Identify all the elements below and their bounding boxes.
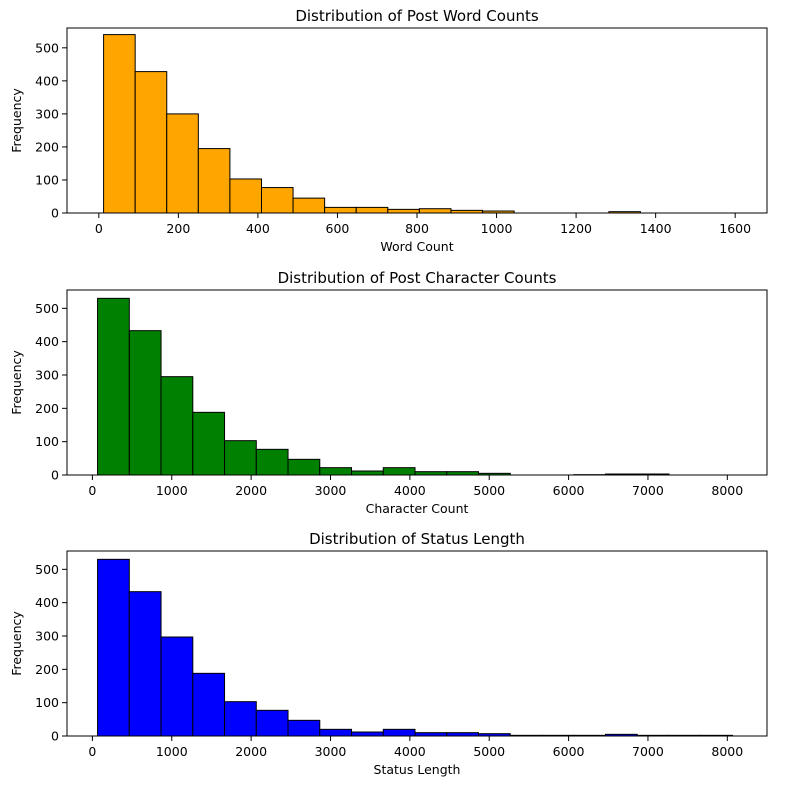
x-tick-label: 5000 [473, 483, 505, 498]
x-tick-label: 3000 [315, 483, 347, 498]
histogram-bar [287, 719, 321, 737]
y-tick-label: 300 [35, 106, 59, 121]
x-tick-label: 7000 [632, 744, 664, 759]
histogram-bar [387, 208, 420, 214]
y-tick-label: 500 [35, 40, 59, 55]
histogram-bar [192, 411, 226, 476]
chart-3: 0 1000 2000 3000 4000 5000 6000 7000 8000 0 100 200… [9, 530, 768, 777]
plot-frame [66, 289, 768, 476]
x-tick-label: 200 [166, 221, 190, 236]
chart-title: Distribution of Status Length [309, 530, 525, 548]
x-tick-label: 0 [88, 744, 96, 759]
x-tick-label: 3000 [315, 744, 347, 759]
histogram-bar [260, 187, 294, 214]
x-tick-label: 2000 [235, 744, 267, 759]
x-tick-label: 7000 [632, 483, 664, 498]
x-tick-label: 4000 [394, 744, 426, 759]
histogram-bar [292, 197, 326, 214]
y-tick-label: 400 [35, 73, 59, 88]
y-axis-label: Frequency [9, 611, 24, 676]
x-tick-label: 8000 [711, 483, 743, 498]
x-tick-label: 1200 [560, 221, 592, 236]
y-tick-label: 500 [35, 301, 59, 316]
x-tick-label: 1400 [640, 221, 672, 236]
x-tick-label: 2000 [235, 483, 267, 498]
y-tick-label: 100 [35, 695, 59, 710]
histogram-bar [255, 448, 289, 476]
y-tick-label: 0 [51, 206, 59, 221]
x-tick-label: 1600 [719, 221, 751, 236]
histogram-bar [128, 591, 162, 737]
x-tick-label: 8000 [711, 744, 743, 759]
histogram-bar [97, 297, 130, 476]
chart-title: Distribution of Post Word Counts [295, 7, 539, 25]
x-tick-label: 800 [405, 221, 429, 236]
histogram-bar [192, 672, 226, 737]
x-axis-label: Word Count [380, 239, 453, 254]
y-tick-label: 400 [35, 334, 59, 349]
x-tick-label: 4000 [394, 483, 426, 498]
y-tick-label: 300 [35, 629, 59, 644]
x-tick-label: 1000 [156, 483, 188, 498]
y-tick-label: 0 [51, 468, 59, 483]
x-tick-label: 6000 [553, 483, 585, 498]
histogram-bar [224, 440, 257, 476]
histogram-bar [134, 71, 168, 214]
histogram-bar [418, 208, 452, 214]
histogram-bar [255, 709, 289, 737]
x-tick-label: 1000 [481, 221, 513, 236]
x-tick-label: 0 [95, 221, 103, 236]
y-tick-label: 500 [35, 562, 59, 577]
y-tick-label: 100 [35, 172, 59, 187]
y-tick-label: 200 [35, 139, 59, 154]
y-tick-label: 200 [35, 401, 59, 416]
y-tick-label: 300 [35, 368, 59, 383]
x-tick-label: 1000 [156, 744, 188, 759]
x-tick-label: 6000 [553, 744, 585, 759]
x-axis-label: Status Length [374, 762, 461, 777]
y-tick-label: 200 [35, 662, 59, 677]
histogram-bar [324, 206, 357, 214]
chart-title: Distribution of Post Character Counts [278, 269, 557, 287]
chart-2: 0 1000 2000 3000 4000 5000 6000 7000 8000 0 100 200… [9, 269, 768, 516]
histogram-bar [166, 113, 199, 214]
histogram-bar [351, 470, 384, 476]
x-tick-label: 5000 [473, 744, 505, 759]
histogram-bar [382, 728, 416, 737]
histogram-bar [97, 558, 130, 737]
histogram-bar [382, 467, 416, 476]
x-tick-label: 400 [246, 221, 270, 236]
y-tick-label: 0 [51, 729, 59, 744]
histogram-bar [319, 467, 353, 476]
chart-1: 0 200 400 600 800 1000 1200 1400 1600 0 100 200 300 4… [9, 7, 768, 254]
histogram-bar [355, 206, 389, 214]
x-tick-label: 600 [326, 221, 350, 236]
y-axis-label: Frequency [9, 350, 24, 415]
histogram-bar [229, 178, 262, 214]
y-tick-label: 400 [35, 595, 59, 610]
histogram-bar [160, 376, 194, 476]
y-tick-label: 100 [35, 434, 59, 449]
x-axis-label: Character Count [366, 501, 469, 516]
y-axis-label: Frequency [9, 88, 24, 153]
histogram-bar [128, 330, 162, 476]
histogram-bar [287, 458, 321, 476]
histogram-bar [224, 701, 257, 737]
plot-frame [66, 550, 768, 737]
x-tick-label: 0 [88, 483, 96, 498]
histogram-bar [319, 728, 353, 737]
histogram-bar [160, 636, 194, 737]
histogram-bar [197, 148, 231, 214]
histogram-bar [103, 34, 136, 214]
histogram-bar [351, 731, 384, 737]
